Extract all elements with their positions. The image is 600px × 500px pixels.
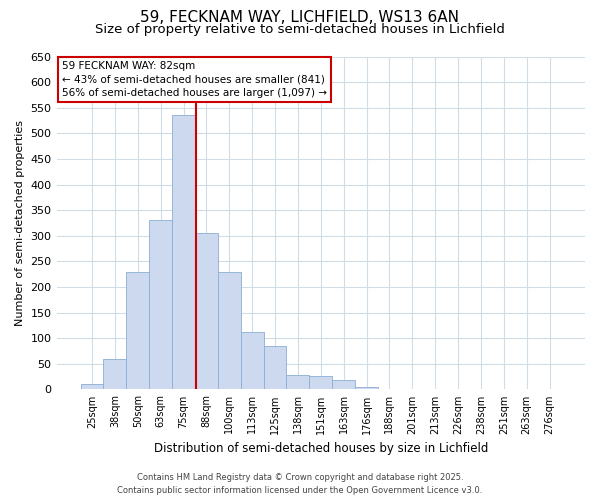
Bar (149, 220, 172, 390)
Text: Contains HM Land Registry data © Crown copyright and database right 2025.
Contai: Contains HM Land Registry data © Crown c… (118, 474, 482, 495)
Bar (195, 233, 218, 390)
Bar (218, 272, 241, 390)
Bar (310, 376, 332, 390)
Bar (263, 346, 286, 390)
Text: 59 FECKNAM WAY: 82sqm
← 43% of semi-detached houses are smaller (841)
56% of sem: 59 FECKNAM WAY: 82sqm ← 43% of semi-deta… (62, 62, 327, 98)
Bar (172, 116, 195, 390)
Text: 59, FECKNAM WAY, LICHFIELD, WS13 6AN: 59, FECKNAM WAY, LICHFIELD, WS13 6AN (140, 10, 460, 25)
Bar (241, 332, 263, 390)
Bar (127, 272, 149, 390)
Bar (286, 375, 310, 390)
Y-axis label: Number of semi-detached properties: Number of semi-detached properties (15, 120, 25, 326)
Bar (103, 358, 127, 390)
Text: Size of property relative to semi-detached houses in Lichfield: Size of property relative to semi-detach… (95, 22, 505, 36)
X-axis label: Distribution of semi-detached houses by size in Lichfield: Distribution of semi-detached houses by … (154, 442, 488, 455)
Bar (332, 380, 355, 390)
Bar (355, 387, 378, 390)
Bar (80, 384, 103, 390)
